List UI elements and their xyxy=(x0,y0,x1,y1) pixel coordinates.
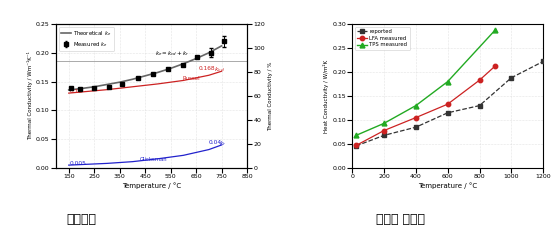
Theoretical $k_e$ xyxy=(78,87,85,90)
Text: 0.13: 0.13 xyxy=(69,89,82,94)
reported xyxy=(413,126,419,129)
Text: $k_r$: $k_r$ xyxy=(219,139,227,148)
Theoretical $k_e$ xyxy=(142,74,148,77)
LFA measured xyxy=(353,144,360,147)
LFA measured xyxy=(413,116,419,119)
TPS measured xyxy=(492,28,499,31)
TPS measured xyxy=(353,134,360,137)
Text: 0.168: 0.168 xyxy=(199,66,215,71)
reported xyxy=(381,134,388,137)
Line: TPS measured: TPS measured xyxy=(354,27,498,138)
reported xyxy=(508,76,515,79)
Legend: Theoretical $k_e$, Measured $k_e$: Theoretical $k_e$, Measured $k_e$ xyxy=(59,27,114,51)
Y-axis label: Thermal Conductivity / Wm⁻¹K⁻¹: Thermal Conductivity / Wm⁻¹K⁻¹ xyxy=(27,52,33,140)
Theoretical $k_e$ xyxy=(193,57,199,60)
Line: reported: reported xyxy=(354,60,545,148)
X-axis label: Temperature / °C: Temperature / °C xyxy=(122,182,181,189)
Theoretical $k_e$ xyxy=(116,81,123,84)
LFA measured xyxy=(381,129,388,132)
reported xyxy=(353,144,360,147)
LFA measured xyxy=(444,103,451,106)
Y-axis label: Heat Conductivity / W/m²K: Heat Conductivity / W/m²K xyxy=(323,60,329,132)
Theoretical $k_e$ xyxy=(91,85,97,88)
X-axis label: Temperature / °C: Temperature / °C xyxy=(418,182,477,189)
LFA measured xyxy=(492,64,499,67)
Text: Glicksman: Glicksman xyxy=(140,157,167,162)
Theoretical $k_e$ xyxy=(66,89,72,91)
reported xyxy=(540,60,547,63)
Theoretical $k_e$ xyxy=(180,62,186,65)
Text: 내화피복: 내화피복 xyxy=(66,213,96,226)
Text: $k_{cd}$: $k_{cd}$ xyxy=(214,65,225,73)
Theoretical $k_e$ xyxy=(129,78,136,81)
Text: 0.04: 0.04 xyxy=(209,140,222,145)
reported xyxy=(476,104,483,107)
TPS measured xyxy=(413,104,419,107)
Line: Theoretical $k_e$: Theoretical $k_e$ xyxy=(69,46,222,90)
Theoretical $k_e$ xyxy=(206,51,212,54)
reported xyxy=(444,111,451,114)
Legend: reported, LFA measured, TPS measured: reported, LFA measured, TPS measured xyxy=(355,27,410,50)
Theoretical $k_e$ xyxy=(167,67,174,70)
TPS measured xyxy=(444,80,451,83)
LFA measured xyxy=(476,79,483,82)
TPS measured xyxy=(381,122,388,125)
Text: 0.005: 0.005 xyxy=(69,161,86,166)
Text: Russel: Russel xyxy=(182,77,200,81)
Line: LFA measured: LFA measured xyxy=(354,64,498,148)
Y-axis label: Thermal Conductivity / %: Thermal Conductivity / % xyxy=(268,61,273,131)
Theoretical $k_e$ xyxy=(218,44,225,47)
Theoretical $k_e$ xyxy=(155,71,161,74)
Theoretical $k_e$ xyxy=(104,83,110,86)
Text: 거치부 단열재: 거치부 단열재 xyxy=(376,213,425,226)
Text: $k_e=k_{cd}+k_r$: $k_e=k_{cd}+k_r$ xyxy=(155,49,189,58)
